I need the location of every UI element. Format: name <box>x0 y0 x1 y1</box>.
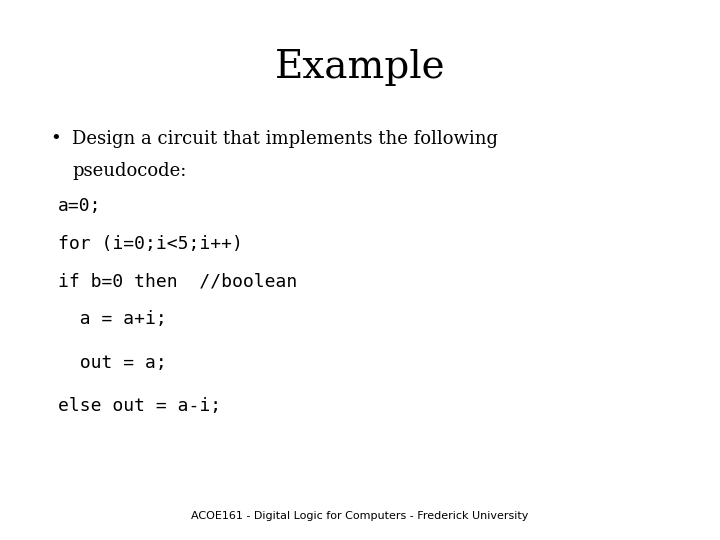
Text: a = a+i;: a = a+i; <box>58 310 166 328</box>
Text: pseudocode:: pseudocode: <box>72 162 186 180</box>
Text: Example: Example <box>275 49 445 86</box>
Text: Design a circuit that implements the following: Design a circuit that implements the fol… <box>72 130 498 147</box>
Text: else out = a-i;: else out = a-i; <box>58 397 221 415</box>
Text: if b=0 then  //boolean: if b=0 then //boolean <box>58 273 297 291</box>
Text: ACOE161 - Digital Logic for Computers - Frederick University: ACOE161 - Digital Logic for Computers - … <box>192 511 528 521</box>
Text: for (i=0;i<5;i++): for (i=0;i<5;i++) <box>58 235 243 253</box>
Text: a=0;: a=0; <box>58 197 101 215</box>
Text: •: • <box>50 130 61 147</box>
Text: out = a;: out = a; <box>58 354 166 372</box>
